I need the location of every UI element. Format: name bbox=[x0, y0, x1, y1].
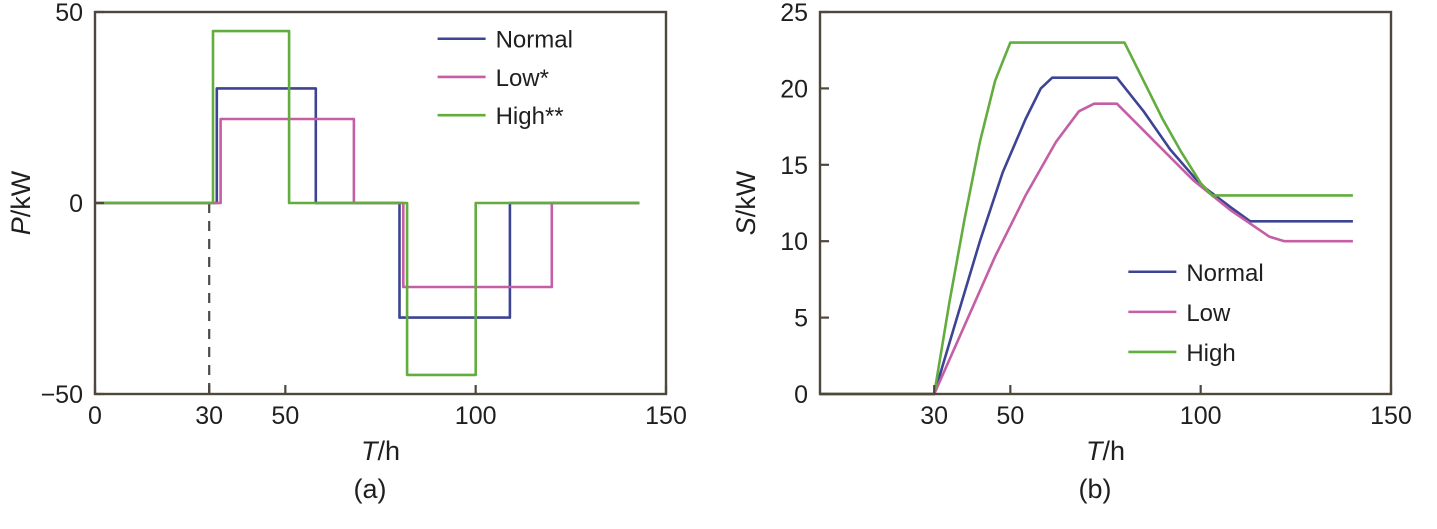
chart-b-apparent-power-vs-time: 30 50 100 150 0 5 10 15 20 25 T/h S/kW Normal Low High bbox=[731, 0, 1412, 466]
svg-text:20: 20 bbox=[780, 75, 808, 103]
chart-b-block: 30 50 100 150 0 5 10 15 20 25 T/h S/kW Normal Low High… bbox=[725, 0, 1437, 505]
svg-text:5: 5 bbox=[794, 305, 808, 333]
svg-text:T/h: T/h bbox=[1086, 436, 1125, 466]
svg-text:0: 0 bbox=[88, 402, 102, 430]
svg-text:10: 10 bbox=[780, 228, 808, 256]
svg-text:−50: −50 bbox=[41, 381, 83, 409]
svg-text:25: 25 bbox=[780, 0, 808, 27]
chart-b-caption: (b) bbox=[1078, 474, 1112, 504]
svg-text:0: 0 bbox=[69, 190, 83, 218]
svg-text:Normal: Normal bbox=[1186, 260, 1263, 287]
svg-text:S/kW: S/kW bbox=[731, 170, 761, 235]
svg-text:50: 50 bbox=[996, 402, 1024, 430]
svg-text:50: 50 bbox=[55, 0, 83, 27]
svg-text:30: 30 bbox=[195, 402, 223, 430]
svg-text:High**: High** bbox=[496, 103, 564, 130]
svg-text:30: 30 bbox=[920, 402, 948, 430]
svg-text:150: 150 bbox=[1370, 402, 1412, 430]
chart-a-caption: (a) bbox=[353, 474, 387, 504]
svg-text:100: 100 bbox=[1180, 402, 1222, 430]
chart-a-block: 0 30 50 100 150 −50 0 50 T/h P/kW Normal Low* High**… bbox=[0, 0, 712, 505]
svg-text:Low: Low bbox=[1186, 300, 1231, 327]
svg-text:50: 50 bbox=[271, 402, 299, 430]
svg-text:15: 15 bbox=[780, 152, 808, 180]
svg-text:T/h: T/h bbox=[361, 436, 400, 466]
svg-text:100: 100 bbox=[455, 402, 497, 430]
svg-text:Normal: Normal bbox=[496, 27, 573, 54]
svg-text:Low*: Low* bbox=[496, 65, 549, 92]
svg-text:150: 150 bbox=[645, 402, 687, 430]
svg-text:P/kW: P/kW bbox=[6, 170, 36, 235]
svg-text:0: 0 bbox=[794, 381, 808, 409]
svg-text:High: High bbox=[1186, 340, 1235, 367]
